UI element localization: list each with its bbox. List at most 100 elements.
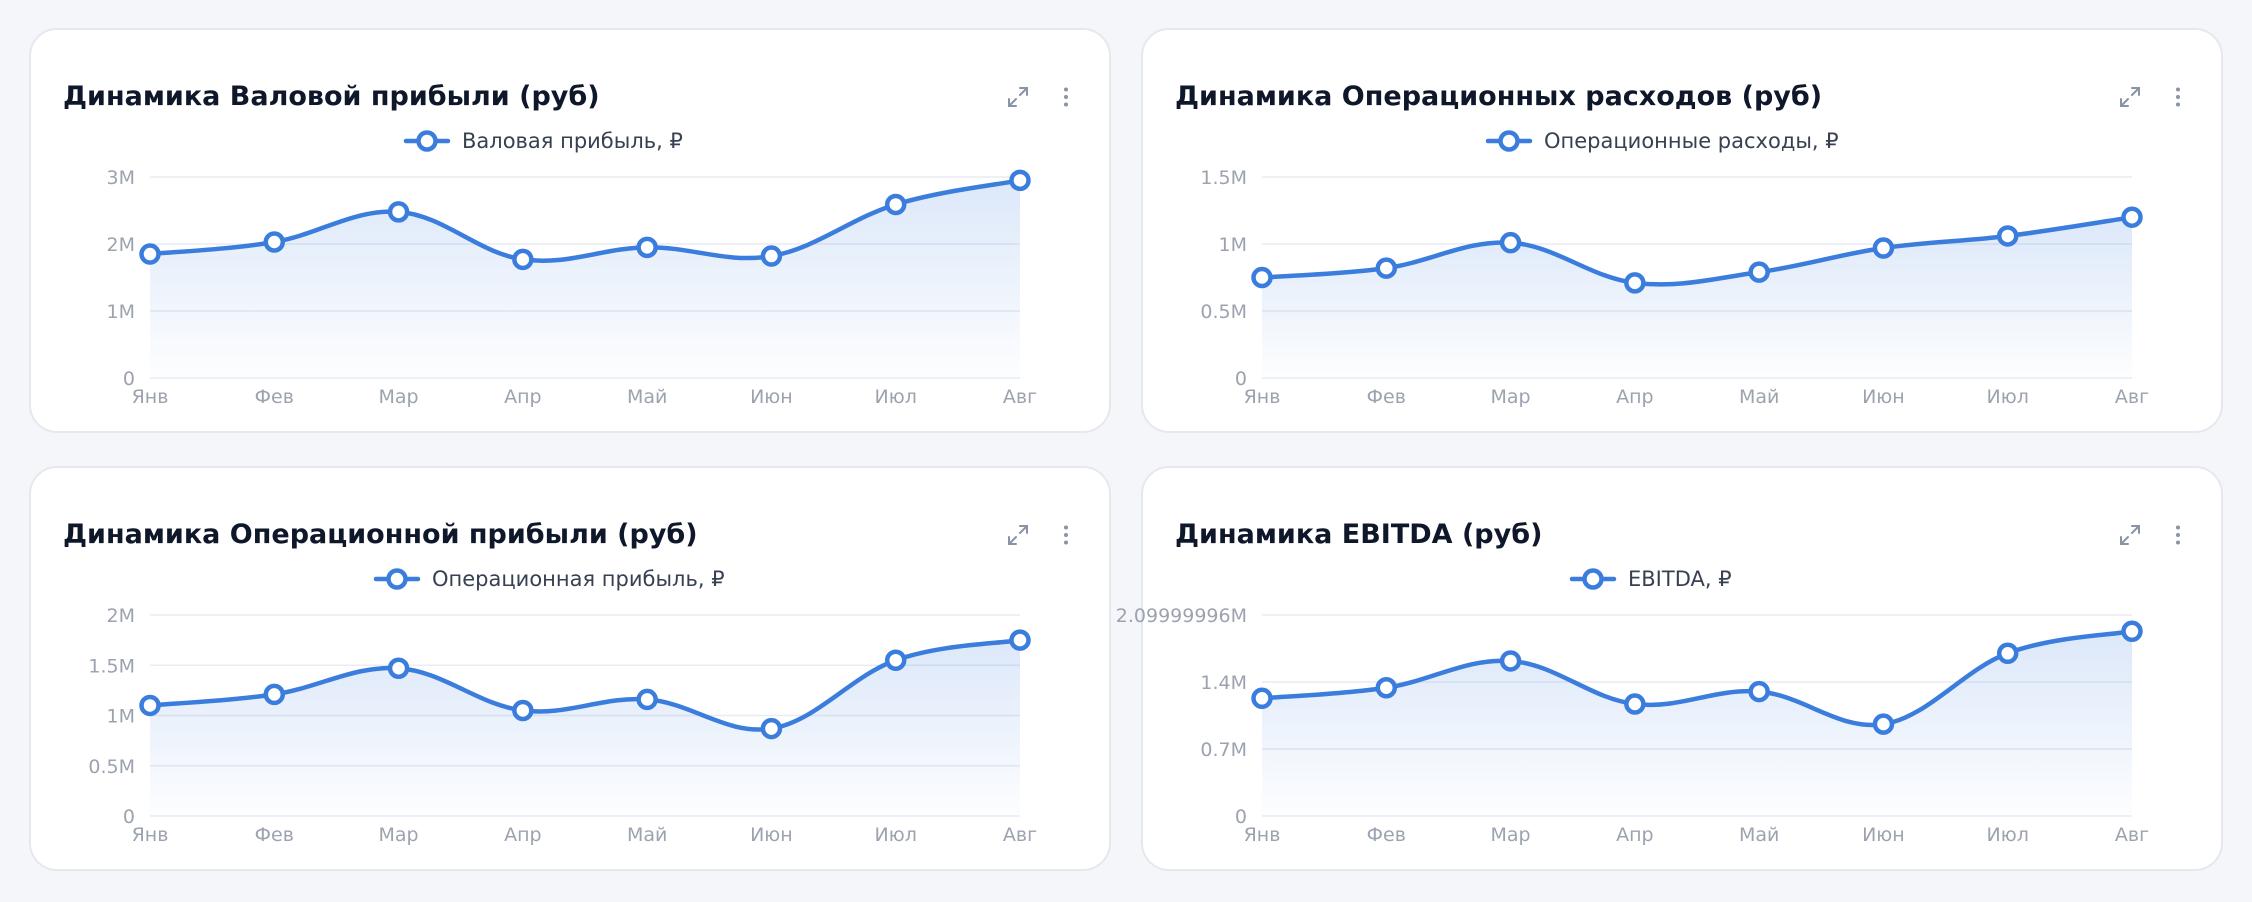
series-area bbox=[150, 640, 1020, 816]
y-tick-label: 1.5M bbox=[1200, 167, 1247, 189]
chart-legend: Операционные расходы, ₽ bbox=[1485, 129, 1839, 153]
data-point bbox=[1499, 650, 1522, 672]
y-tick-label: 0.5M bbox=[1200, 301, 1247, 323]
data-point bbox=[2121, 620, 2143, 643]
y-tick-label: 1.5M bbox=[88, 655, 135, 677]
chart-title: Динамика Операционных расходов (руб) bbox=[1175, 81, 1823, 112]
chart-card-operating-expenses: Динамика Операционных расходов (руб) Опе… bbox=[1141, 28, 2223, 433]
legend-label: Операционная прибыль, ₽ bbox=[432, 567, 725, 591]
series-line bbox=[147, 178, 1023, 264]
x-tick-label: Мар bbox=[379, 824, 419, 846]
y-tick-label: 3M bbox=[107, 167, 135, 189]
card-actions bbox=[2117, 522, 2191, 548]
x-tick-label: Янв bbox=[132, 386, 169, 408]
data-point bbox=[263, 683, 286, 706]
data-point bbox=[884, 649, 907, 671]
x-tick-label: Мар bbox=[1491, 824, 1531, 846]
expand-icon[interactable] bbox=[2117, 84, 2143, 110]
x-tick-label: Июн bbox=[1862, 386, 1905, 408]
y-tick-label: 1.4M bbox=[1200, 672, 1247, 694]
y-tick-label: 2M bbox=[107, 234, 135, 256]
x-tick-label: Июл bbox=[875, 386, 917, 408]
data-point bbox=[884, 193, 907, 216]
x-tick-label: Апр bbox=[1616, 386, 1653, 408]
data-point bbox=[263, 231, 286, 253]
card-actions bbox=[1005, 522, 1079, 548]
line-chart: Операционные расходы, ₽ 0 0.5M 1M 1.5M Янв Фев… bbox=[1200, 129, 2149, 408]
data-point bbox=[1251, 687, 1273, 710]
series-line bbox=[1259, 214, 2135, 287]
y-tick-label: 1M bbox=[107, 706, 135, 728]
y-tick-label: 0 bbox=[1235, 368, 1247, 390]
x-tick-label: Июн bbox=[750, 386, 793, 408]
line-chart: Операционная прибыль, ₽ 0 0.5M 1M 1.5M 2M Янв Ф… bbox=[88, 567, 1037, 846]
x-tick-label: Авг bbox=[2115, 386, 2149, 408]
expand-icon[interactable] bbox=[1005, 84, 1031, 110]
card-actions bbox=[2117, 84, 2191, 110]
x-tick-label: Июл bbox=[875, 824, 917, 846]
x-tick-label: Апр bbox=[504, 824, 541, 846]
y-tick-label: 0.5M bbox=[88, 756, 135, 778]
x-tick-label: Май bbox=[1739, 386, 1779, 408]
more-vertical-icon[interactable] bbox=[1053, 84, 1079, 110]
data-point bbox=[636, 688, 658, 711]
expand-icon[interactable] bbox=[1005, 522, 1031, 548]
line-chart: EBITDA, ₽ 0 0.7M 1.4M 2.09999996M Янв Фев Мар Ап… bbox=[1116, 567, 2149, 846]
chart-card-ebitda: Динамика EBITDA (руб) EBITDA, ₽ 0 0.7M 1.4M… bbox=[1116, 466, 2223, 871]
x-tick-label: Янв bbox=[132, 824, 169, 846]
data-point bbox=[1624, 272, 1646, 294]
x-tick-label: Май bbox=[1739, 824, 1779, 846]
x-tick-label: Июл bbox=[1987, 824, 2029, 846]
x-tick-label: Фев bbox=[255, 386, 294, 408]
data-point bbox=[512, 248, 534, 271]
chart-legend: EBITDA, ₽ bbox=[1569, 567, 1732, 591]
data-point bbox=[1375, 257, 1398, 279]
data-point bbox=[1375, 676, 1398, 699]
data-point bbox=[1251, 266, 1273, 289]
data-point bbox=[1996, 642, 2019, 665]
line-chart: Валовая прибыль, ₽ 0 1M 2M 3M Янв Фев Мар Апр Май… bbox=[107, 129, 1038, 408]
y-tick-label: 0.7M bbox=[1200, 739, 1247, 761]
x-tick-label: Янв bbox=[1244, 824, 1281, 846]
data-point bbox=[1624, 693, 1646, 715]
data-point bbox=[1009, 629, 1031, 651]
legend-label: EBITDA, ₽ bbox=[1628, 567, 1732, 591]
x-tick-label: Фев bbox=[1367, 386, 1406, 408]
x-tick-label: Май bbox=[627, 824, 667, 846]
data-point bbox=[1996, 225, 2019, 247]
x-tick-label: Фев bbox=[255, 824, 294, 846]
x-tick-label: Янв bbox=[1244, 386, 1281, 408]
chart-title: Динамика EBITDA (руб) bbox=[1175, 519, 1543, 550]
expand-icon[interactable] bbox=[2117, 522, 2143, 548]
x-tick-label: Апр bbox=[504, 386, 541, 408]
more-vertical-icon[interactable] bbox=[2165, 84, 2191, 110]
more-vertical-icon[interactable] bbox=[1053, 522, 1079, 548]
legend-marker bbox=[1498, 130, 1520, 152]
x-tick-label: Мар bbox=[379, 386, 419, 408]
more-vertical-icon[interactable] bbox=[2165, 522, 2191, 548]
chart-legend: Операционная прибыль, ₽ bbox=[373, 567, 725, 591]
series-line bbox=[147, 637, 1023, 732]
series-area bbox=[1262, 217, 2132, 378]
data-point bbox=[1872, 237, 1895, 259]
legend-label: Валовая прибыль, ₽ bbox=[462, 129, 683, 153]
data-point bbox=[1748, 680, 1770, 703]
x-tick-label: Авг bbox=[1003, 386, 1037, 408]
x-tick-label: Авг bbox=[1003, 824, 1037, 846]
y-tick-label: 2.09999996M bbox=[1116, 605, 1247, 627]
x-tick-label: Июл bbox=[1987, 386, 2029, 408]
series-line bbox=[1259, 629, 2135, 728]
data-point bbox=[139, 694, 161, 717]
chart-card-operating-profit: Динамика Операционной прибыли (руб) Опер… bbox=[29, 466, 1111, 871]
chart-card-gross-profit: Динамика Валовой прибыли (руб) Валовая п… bbox=[29, 28, 1111, 433]
card-actions bbox=[1005, 84, 1079, 110]
chart-title: Динамика Валовой прибыли (руб) bbox=[63, 81, 600, 112]
x-tick-label: Июн bbox=[750, 824, 793, 846]
legend-marker bbox=[416, 130, 438, 152]
y-tick-label: 1M bbox=[1219, 234, 1247, 256]
legend-label: Операционные расходы, ₽ bbox=[1544, 129, 1839, 153]
data-point bbox=[1872, 713, 1895, 735]
series-area bbox=[1262, 631, 2132, 816]
data-point bbox=[1009, 169, 1031, 192]
data-point bbox=[387, 201, 410, 223]
